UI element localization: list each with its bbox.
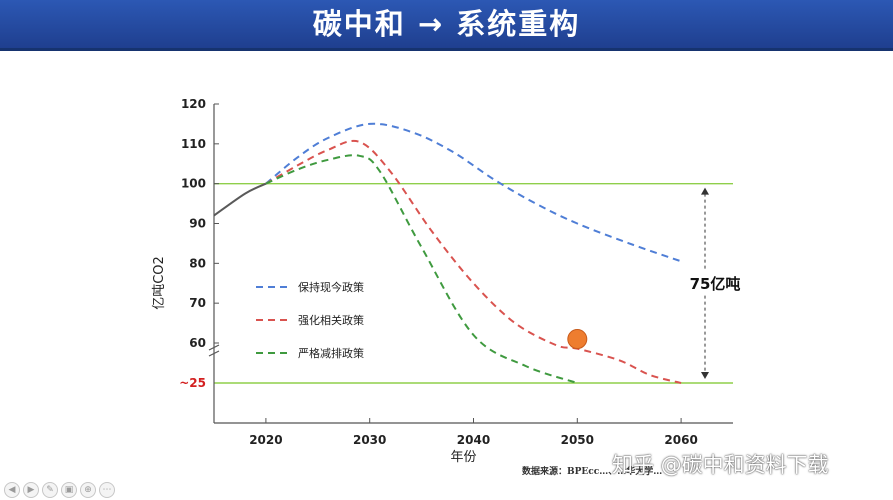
y-break-tick-label: ~25: [179, 376, 206, 390]
gap-arrow-up-icon: [701, 187, 709, 195]
header-rule: [0, 48, 893, 51]
chart-axis-layer: 120 110 100 90 80 70 60 ~25 2020 2030 2040 2050 2060…: [152, 97, 746, 477]
chart-reference-layer: [214, 182, 733, 384]
y-axis-break: [208, 344, 220, 357]
next-slide-icon[interactable]: ▶: [23, 482, 39, 498]
more-icon[interactable]: ⋯: [99, 482, 115, 498]
zoom-icon[interactable]: ⊕: [80, 482, 96, 498]
series-line-3: [265, 154, 578, 384]
y-tick-label: 120: [181, 97, 206, 111]
legend-label-1: 保持现今政策: [298, 280, 364, 294]
pen-icon[interactable]: ✎: [42, 482, 58, 498]
gap-label-bg: [684, 271, 746, 295]
gap-arrow-down-icon: [701, 372, 709, 379]
y-tick-label: 70: [189, 296, 206, 310]
prev-slide-icon[interactable]: ◀: [4, 482, 20, 498]
slides-icon[interactable]: ▣: [61, 482, 77, 498]
y-tick-label: 90: [189, 217, 206, 231]
x-tick-label: 2040: [457, 433, 490, 447]
y-axis-label: 亿吨CO2: [152, 256, 167, 310]
y-tick-label: 60: [189, 336, 206, 350]
zhihu-watermark: 知乎 @碳中和资料下载: [612, 453, 829, 477]
legend-label-2: 强化相关政策: [298, 313, 364, 327]
slide-title: 碳中和 → 系统重构: [312, 7, 581, 41]
gap-annotation-label: 75亿吨: [690, 275, 741, 293]
x-axis-label: 年份: [450, 450, 476, 465]
series-line-1: [265, 122, 682, 263]
chart-series-layer: [213, 122, 682, 384]
x-tick-label: 2060: [664, 433, 697, 447]
y-tick-label: 100: [181, 177, 206, 191]
y-tick-label: 110: [181, 137, 206, 151]
slide-header: [0, 0, 893, 48]
y-tick-label: 80: [189, 256, 206, 270]
x-tick-label: 2030: [353, 433, 386, 447]
x-tick-label: 2050: [561, 433, 594, 447]
highlight-point: [567, 329, 588, 350]
legend-label-3: 严格减排政策: [298, 346, 364, 360]
slide-toolbar: ◀ ▶ ✎ ▣ ⊕ ⋯: [4, 482, 115, 498]
x-tick-label: 2020: [249, 433, 282, 447]
historical-line: [213, 182, 267, 217]
source-note: 数据来源：BPEcc…、…华大学…: [522, 465, 662, 477]
